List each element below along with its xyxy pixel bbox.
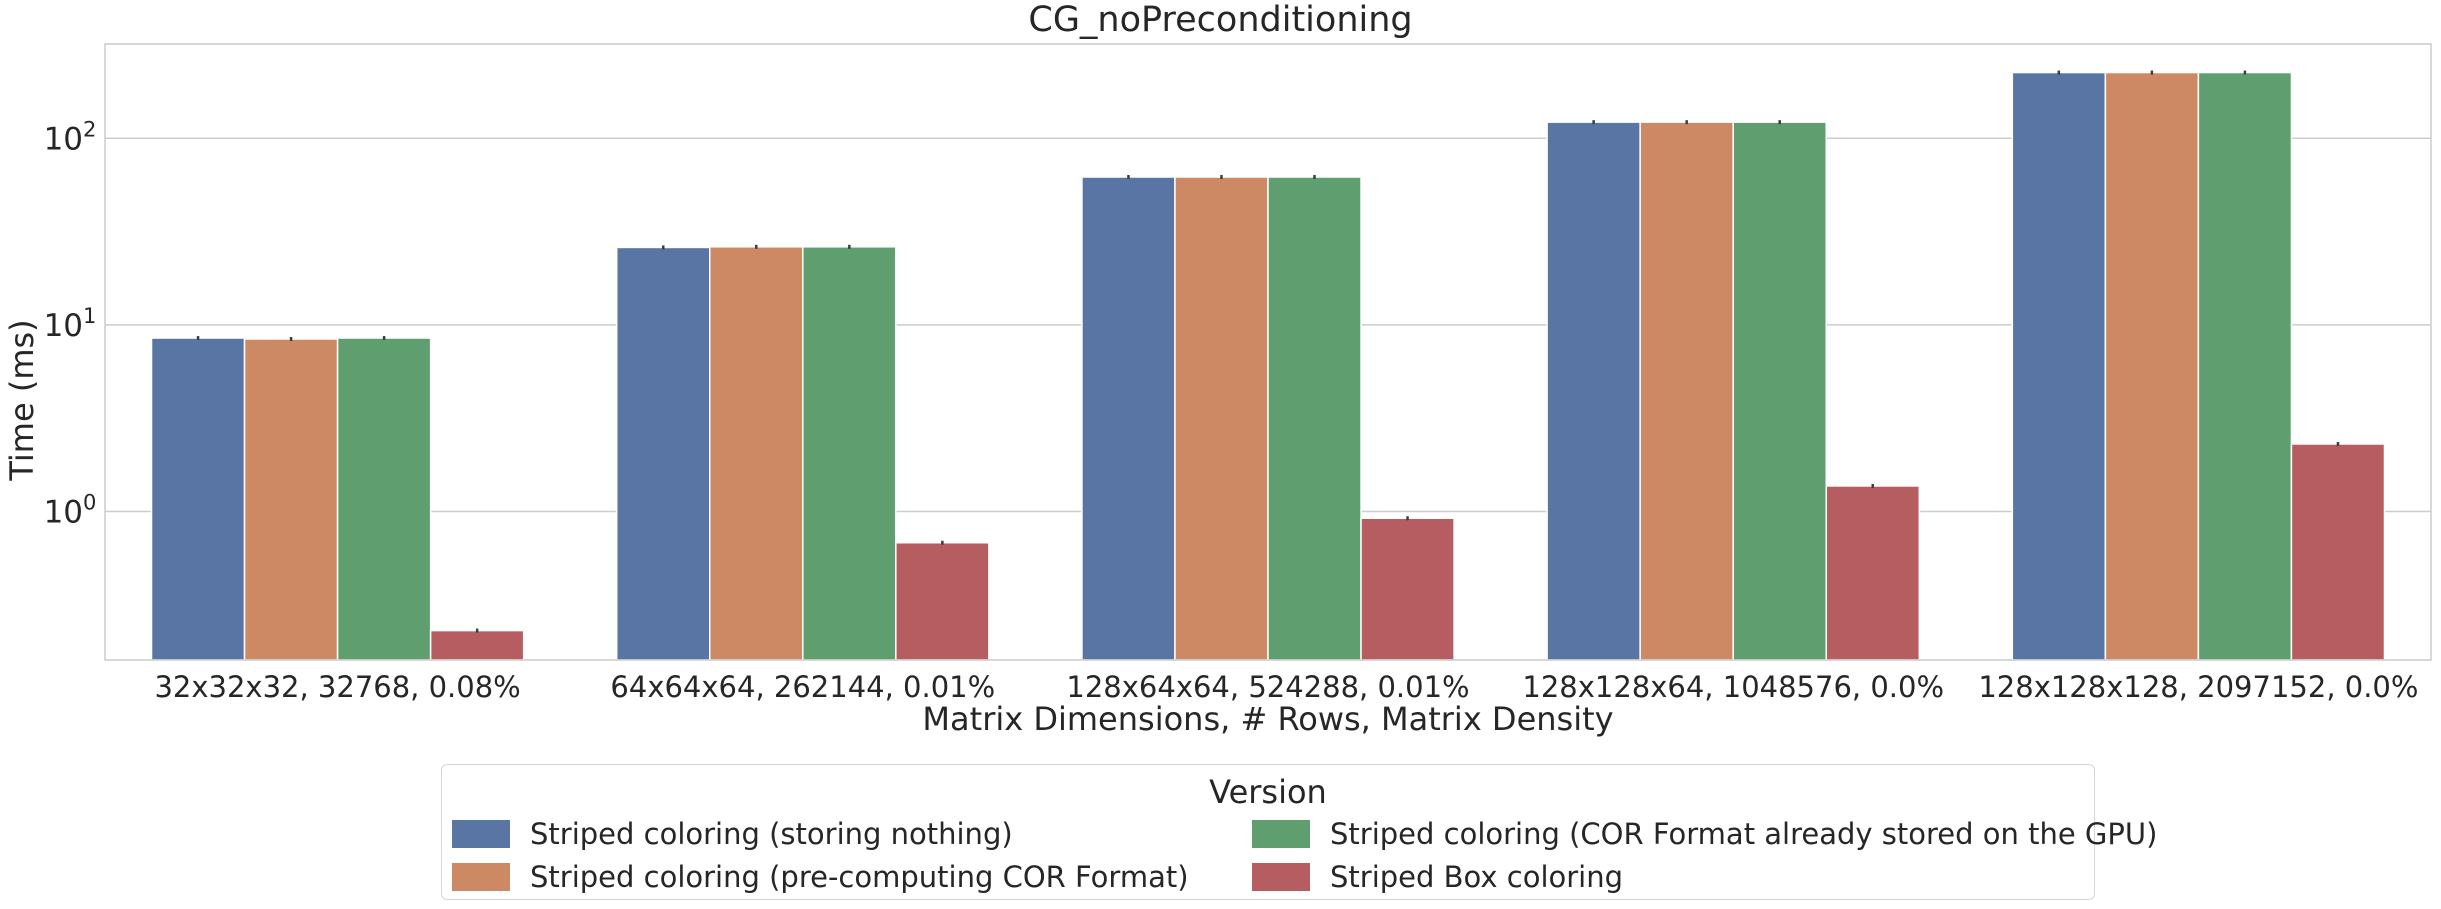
legend-item-storing-nothing: Striped coloring (storing nothing) bbox=[452, 817, 1013, 851]
legend-swatch bbox=[1252, 820, 1310, 848]
y-tick-label: 100 bbox=[44, 490, 97, 530]
legend-item-cor-on-gpu: Striped coloring (COR Format already sto… bbox=[1252, 817, 2157, 851]
bar bbox=[150, 337, 246, 661]
bar bbox=[709, 246, 804, 661]
x-axis-label: Matrix Dimensions, # Rows, Matrix Densit… bbox=[922, 700, 1614, 738]
x-tick-label: 64x64x64, 262144, 0.01% bbox=[610, 670, 995, 704]
y-tick-labels: 100 101 102 bbox=[44, 117, 97, 530]
legend-label: Striped coloring (COR Format already sto… bbox=[1330, 817, 2158, 851]
x-tick-label: 128x64x64, 524288, 0.01% bbox=[1066, 670, 1469, 704]
y-tick-label: 102 bbox=[44, 117, 97, 157]
legend-item-striped-box: Striped Box coloring bbox=[1252, 860, 1623, 894]
legend-title: Version bbox=[1209, 773, 1327, 811]
y-tick-label: 101 bbox=[44, 304, 97, 344]
bar bbox=[1639, 121, 1734, 661]
plot-frame bbox=[104, 43, 2432, 661]
x-tick-label: 128x128x128, 2097152, 0.0% bbox=[1978, 670, 2418, 704]
legend-label: Striped coloring (storing nothing) bbox=[530, 817, 1013, 851]
bar bbox=[243, 338, 339, 661]
bar bbox=[429, 629, 525, 661]
bar bbox=[1267, 176, 1362, 661]
legend-label: Striped coloring (pre-computing COR Form… bbox=[530, 860, 1189, 894]
legend-label: Striped Box coloring bbox=[1330, 860, 1624, 894]
bar bbox=[2290, 443, 2386, 661]
x-tick-labels: 32x32x32, 32768, 0.08% 64x64x64, 262144, … bbox=[154, 670, 2418, 704]
legend: Version Striped coloring (storing nothin… bbox=[441, 764, 2157, 900]
bar bbox=[1360, 517, 1455, 661]
bar bbox=[895, 541, 990, 661]
chart-title: CG_noPreconditioning bbox=[1028, 0, 1413, 40]
x-tick-label: 32x32x32, 32768, 0.08% bbox=[154, 670, 520, 704]
bar bbox=[2011, 71, 2107, 661]
bar bbox=[1174, 176, 1269, 661]
y-axis-label: Time (ms) bbox=[3, 319, 41, 481]
bar bbox=[802, 246, 897, 661]
bar bbox=[615, 246, 711, 661]
bar bbox=[1546, 121, 1641, 661]
x-tick-label: 128x128x64, 1048576, 0.0% bbox=[1522, 670, 1944, 704]
bars bbox=[150, 70, 2386, 661]
bar bbox=[1732, 121, 1827, 661]
bar bbox=[1825, 485, 1921, 661]
legend-item-pre-computing-cor: Striped coloring (pre-computing COR Form… bbox=[452, 860, 1189, 894]
bar bbox=[2197, 71, 2293, 661]
bar bbox=[336, 337, 432, 661]
bar bbox=[1081, 176, 1176, 661]
bar bbox=[2104, 71, 2200, 661]
legend-swatch bbox=[452, 820, 510, 848]
legend-swatch bbox=[452, 863, 510, 891]
legend-swatch bbox=[1252, 863, 1310, 891]
